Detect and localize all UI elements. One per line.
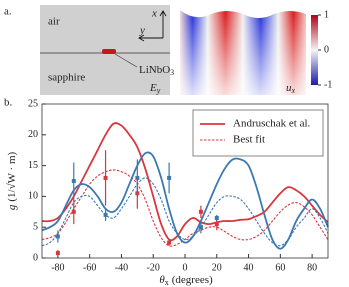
x-tick-label: 40 — [244, 262, 254, 273]
x-tick-label: -80 — [51, 262, 64, 273]
colorbar-tick-label: 0 — [324, 44, 329, 55]
series-line — [41, 169, 329, 247]
axis-y-label: y — [139, 25, 145, 37]
panel-label: a. — [4, 6, 12, 18]
data-point — [55, 234, 60, 239]
data-point — [103, 212, 108, 217]
sapphire-label: sapphire — [48, 72, 85, 84]
x-tick-label: 60 — [275, 262, 285, 273]
data-point — [214, 222, 219, 227]
colorbar-tick-label: 1 — [324, 9, 329, 20]
wave-edge — [180, 8, 306, 18]
mode-fade — [180, 10, 306, 95]
data-point — [167, 240, 172, 245]
x-tick-label: -60 — [83, 262, 96, 273]
air-label: air — [48, 16, 60, 28]
legend-label: Best fit — [233, 134, 265, 146]
x-tick-label: -40 — [115, 262, 128, 273]
y-tick-label: 0 — [33, 252, 38, 263]
y-tick-label: 15 — [28, 160, 38, 171]
x-axis-label-part: (degrees) — [172, 274, 213, 286]
y-tick-label: 20 — [28, 129, 38, 140]
legend-box — [192, 109, 324, 157]
data-point — [135, 175, 140, 180]
legend-label: Andruschak et al. — [233, 118, 311, 130]
x-tick-label: 20 — [212, 262, 222, 273]
y-tick-label: 25 — [28, 98, 38, 109]
series-line — [41, 151, 329, 250]
field-label: Ey — [149, 82, 161, 95]
data-point — [214, 215, 219, 220]
colorbar-tick-label: -1 — [324, 79, 332, 90]
x-tick-label: 0 — [183, 262, 188, 273]
series-line — [41, 177, 329, 247]
panel-label: b. — [4, 97, 13, 109]
data-point — [198, 225, 203, 230]
y-tick-label: 10 — [28, 191, 38, 202]
data-point — [198, 209, 203, 214]
data-point — [71, 179, 76, 183]
mode-spot — [102, 49, 116, 54]
data-point — [103, 175, 108, 180]
leader — [114, 53, 138, 68]
y-axis-label-part: (1/√W · m) — [6, 152, 18, 202]
data-point — [71, 209, 76, 214]
axes-arrows — [138, 10, 167, 42]
film-label: LiNbO3 — [139, 64, 174, 77]
x-axis-label-part: θ — [159, 274, 165, 286]
series-line — [41, 122, 329, 242]
x-axis-label: θx (degrees) — [159, 274, 213, 287]
mode-label: ux — [286, 82, 296, 95]
data-point — [55, 251, 60, 256]
y-axis-label: g (1/√W · m) — [6, 152, 18, 211]
axis-x-label: x — [151, 8, 157, 20]
plot-frame — [41, 103, 329, 259]
x-tick-label: -20 — [147, 262, 160, 273]
colorbar — [311, 15, 318, 85]
x-axis-label-part: x — [165, 278, 169, 287]
data-point — [167, 175, 172, 180]
y-axis-label-part: g — [6, 204, 18, 210]
y-tick-label: 5 — [33, 221, 38, 232]
x-tick-label: 80 — [307, 262, 317, 273]
